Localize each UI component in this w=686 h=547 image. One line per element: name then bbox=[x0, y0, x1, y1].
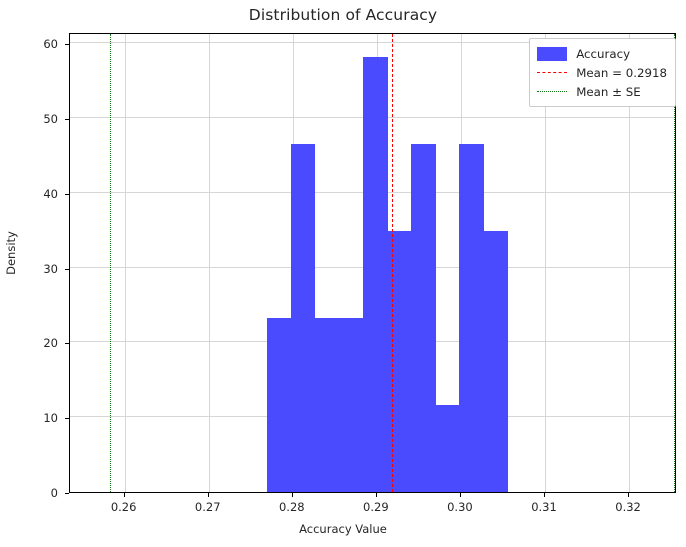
y-tick-mark bbox=[65, 119, 69, 121]
histogram-bar bbox=[386, 230, 412, 492]
chart-title: Distribution of Accuracy bbox=[248, 6, 438, 24]
x-tick-mark bbox=[375, 493, 377, 497]
y-tick-label: 40 bbox=[43, 186, 58, 201]
y-tick-mark bbox=[65, 193, 69, 195]
histogram-bar bbox=[290, 144, 316, 492]
chart-legend: Accuracy Mean = 0.2918 Mean ± SE bbox=[529, 38, 676, 107]
legend-label: Accuracy bbox=[576, 46, 631, 61]
y-tick-mark bbox=[65, 44, 69, 46]
histogram-bar bbox=[362, 57, 388, 492]
histogram-bar bbox=[338, 318, 364, 492]
y-tick-label: 0 bbox=[50, 486, 58, 500]
y-tick-mark bbox=[65, 343, 69, 345]
legend-entry: Mean ± SE bbox=[537, 82, 667, 101]
mean-plus-se-line bbox=[673, 34, 675, 492]
histogram-bar bbox=[435, 405, 460, 492]
x-tick-label: 0.30 bbox=[447, 500, 473, 514]
y-tick-label: 60 bbox=[43, 37, 58, 52]
legend-entry: Mean = 0.2918 bbox=[537, 63, 667, 82]
y-tick-label: 30 bbox=[43, 261, 58, 276]
histogram-bar bbox=[459, 144, 484, 492]
plot-area bbox=[69, 33, 676, 493]
legend-entry: Accuracy bbox=[537, 44, 667, 63]
gridline-vertical bbox=[629, 34, 631, 492]
x-axis-label: Accuracy Value bbox=[299, 522, 387, 536]
x-tick-mark bbox=[291, 493, 293, 497]
y-tick-label: 50 bbox=[43, 112, 58, 127]
histogram-bar bbox=[483, 230, 508, 492]
y-tick-mark bbox=[65, 418, 69, 420]
y-tick-mark bbox=[65, 493, 69, 494]
y-tick-label: 20 bbox=[43, 336, 58, 351]
x-tick-mark bbox=[207, 493, 209, 497]
gridline-horizontal bbox=[70, 42, 675, 44]
x-tick-mark bbox=[459, 493, 461, 497]
x-tick-label: 0.26 bbox=[110, 500, 137, 514]
legend-label: Mean = 0.2918 bbox=[576, 65, 667, 80]
x-tick-label: 0.32 bbox=[615, 500, 641, 514]
legend-marker-icon bbox=[537, 85, 568, 99]
gridline-vertical bbox=[208, 34, 210, 492]
histogram-bar bbox=[314, 318, 340, 492]
gridline-vertical bbox=[545, 34, 546, 492]
x-tick-label: 0.28 bbox=[278, 500, 305, 514]
y-axis-label: Density bbox=[4, 231, 18, 275]
mean-line bbox=[391, 34, 393, 492]
legend-marker-icon bbox=[537, 66, 568, 80]
mean-minus-se-line bbox=[110, 34, 112, 492]
legend-label: Mean ± SE bbox=[576, 84, 641, 99]
y-tick-mark bbox=[65, 268, 69, 270]
x-tick-mark bbox=[628, 493, 630, 497]
x-tick-mark bbox=[544, 493, 545, 497]
histogram-bars bbox=[70, 34, 675, 492]
gridline-vertical bbox=[124, 34, 126, 492]
histogram-bar bbox=[410, 144, 436, 492]
histogram-bar bbox=[266, 318, 292, 492]
x-tick-mark bbox=[123, 493, 125, 497]
legend-marker-icon bbox=[537, 46, 568, 61]
y-tick-label: 10 bbox=[43, 411, 58, 426]
x-tick-label: 0.27 bbox=[194, 500, 221, 514]
x-tick-label: 0.29 bbox=[363, 500, 389, 514]
x-tick-label: 0.31 bbox=[531, 500, 557, 514]
